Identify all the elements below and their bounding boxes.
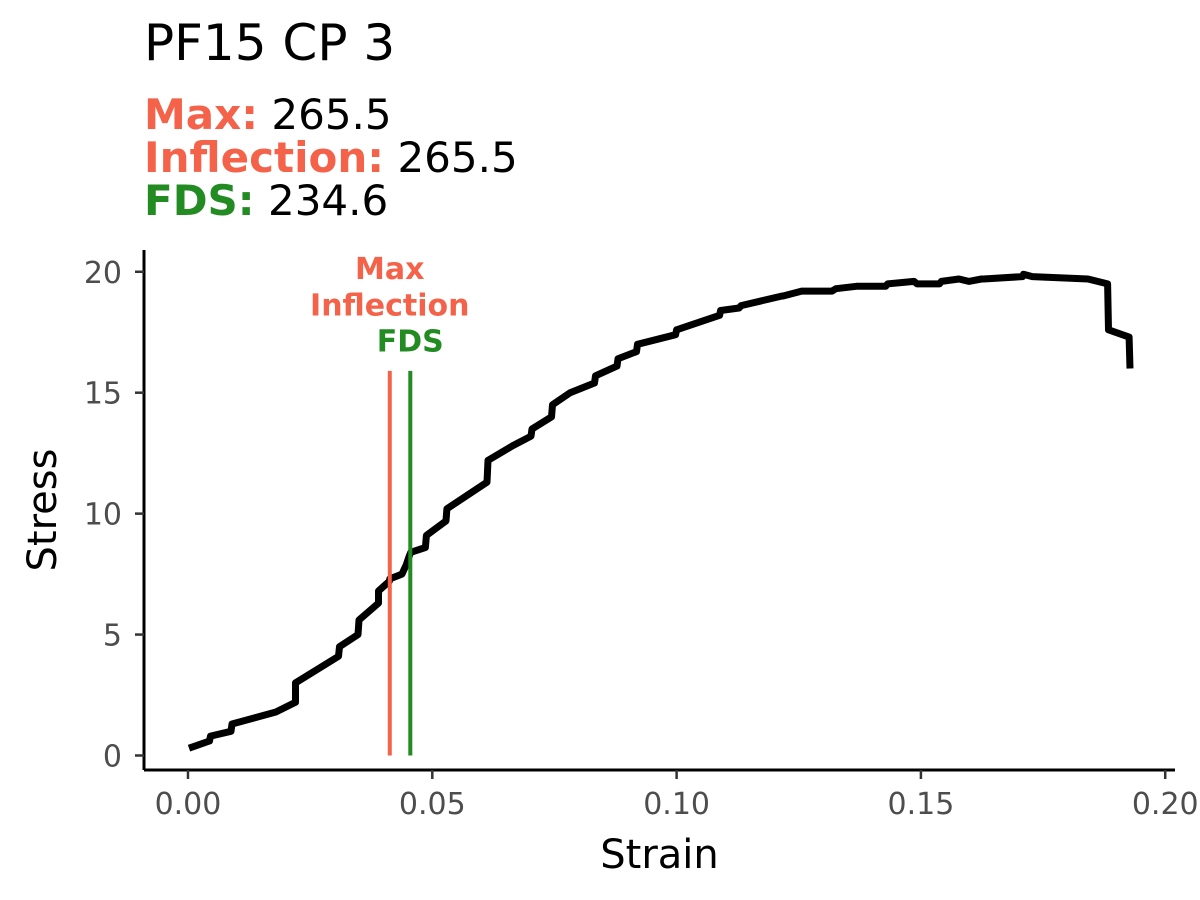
x-tick-label: 0.00 xyxy=(155,787,222,822)
annotation-max: Max xyxy=(355,252,424,287)
x-axis-title: Strain xyxy=(600,832,719,878)
x-tick-label: 0.05 xyxy=(399,787,466,822)
y-tick-label: 15 xyxy=(84,377,122,412)
annotation-fds: FDS xyxy=(377,325,444,360)
axes: 0.00 0.05 0.10 0.15 0.20 0 5 10 15 20 xyxy=(84,250,1199,822)
x-tick-label: 0.15 xyxy=(888,787,955,822)
y-axis-title: Stress xyxy=(20,449,66,572)
fds-stat: FDS: 234.6 xyxy=(144,179,388,223)
y-tick-label: 20 xyxy=(84,256,122,291)
max-stat-value: 265.5 xyxy=(271,90,392,139)
series-line-0 xyxy=(187,270,1134,752)
fds-stat-label: FDS: xyxy=(144,176,255,225)
y-tick-label: 5 xyxy=(103,619,122,654)
x-tick-label: 0.20 xyxy=(1132,787,1199,822)
inflection-stat: Inflection: 265.5 xyxy=(144,136,518,180)
y-tick-label: 10 xyxy=(84,498,122,533)
annotation-inflection: Inflection xyxy=(310,288,469,323)
inflection-stat-value: 265.5 xyxy=(397,133,518,182)
max-stat: Max: 265.5 xyxy=(144,93,392,137)
x-tick-label: 0.10 xyxy=(643,787,710,822)
chart-title: PF15 CP 3 xyxy=(144,14,396,72)
fds-stat-value: 234.6 xyxy=(267,176,389,225)
inflection-stat-label: Inflection: xyxy=(144,133,385,182)
y-tick-label: 0 xyxy=(103,739,122,774)
max-stat-label: Max: xyxy=(144,90,259,139)
